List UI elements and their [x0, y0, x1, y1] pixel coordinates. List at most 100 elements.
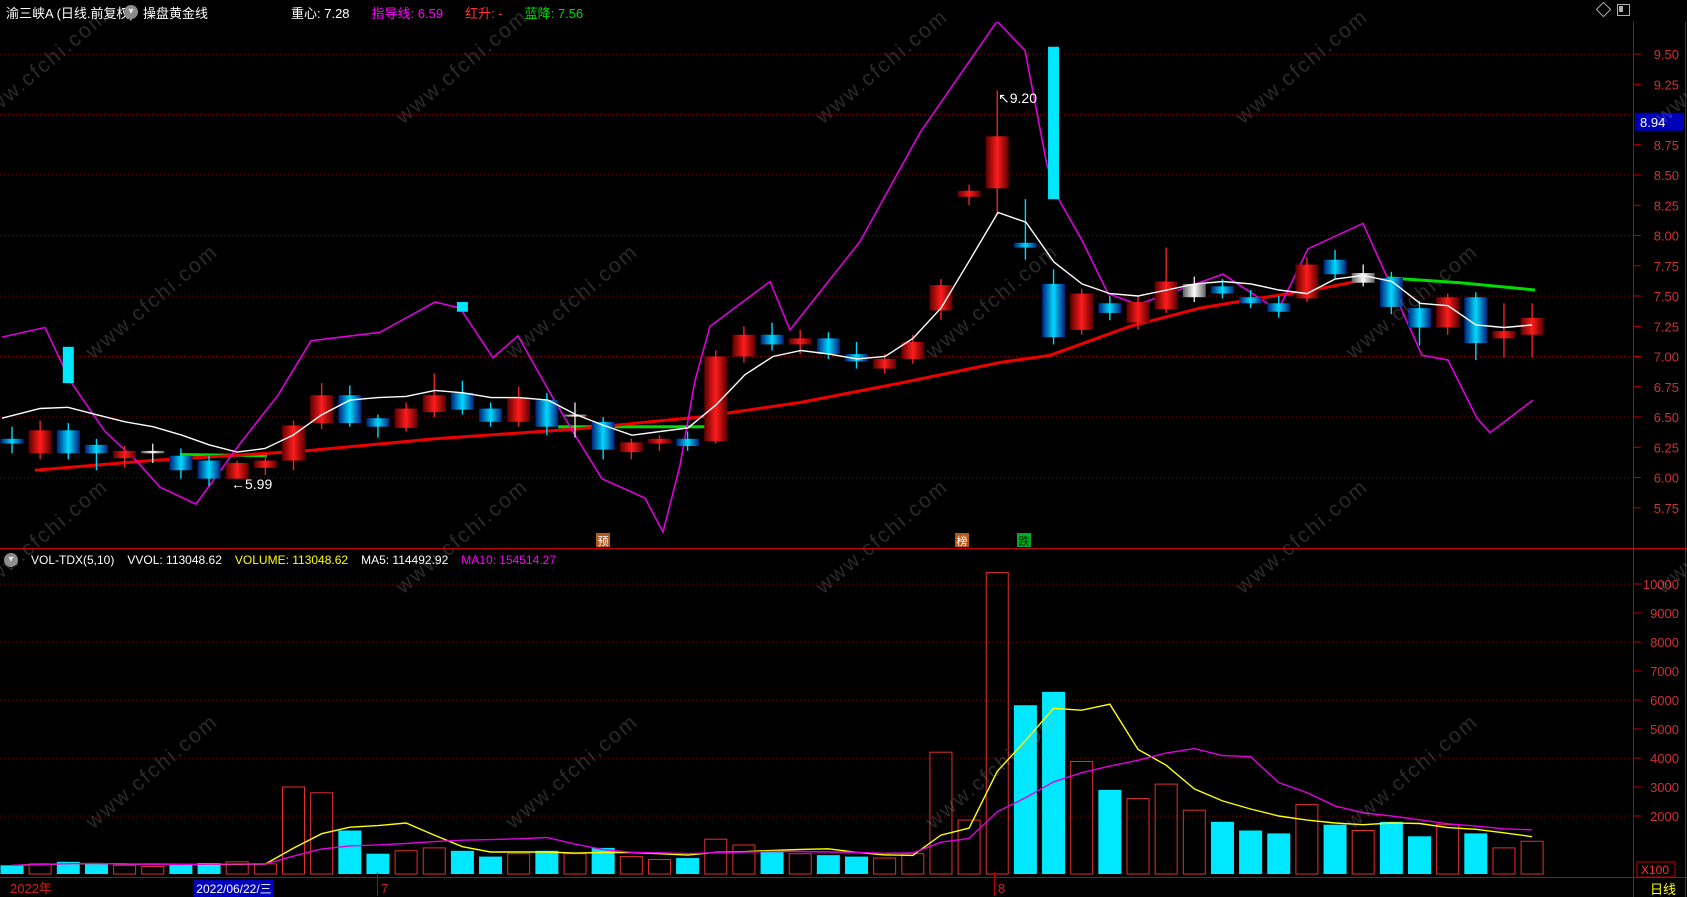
candle[interactable] [1267, 296, 1291, 318]
candle[interactable] [1239, 289, 1263, 309]
volume-bar-up[interactable] [422, 847, 446, 875]
volume-bar-down[interactable] [1210, 821, 1234, 874]
candle[interactable] [957, 184, 981, 206]
volume-bar-up[interactable] [704, 838, 728, 875]
volume-bar-up[interactable] [1070, 760, 1094, 875]
volume-bar-up[interactable] [1351, 830, 1375, 875]
candle[interactable] [760, 322, 784, 351]
candle[interactable] [1408, 300, 1431, 346]
candle[interactable] [1436, 293, 1460, 335]
volume-bar-down[interactable] [676, 858, 700, 874]
volume-bar-up[interactable] [1492, 847, 1516, 875]
candle[interactable] [1520, 303, 1544, 358]
candle[interactable] [1126, 296, 1150, 330]
candle[interactable] [225, 460, 249, 479]
time-axis-bar[interactable]: 2022年 2022/06/22/三 7 8 日线 [10, 872, 1676, 897]
candle[interactable] [394, 402, 418, 432]
volume-bar-down[interactable] [338, 830, 362, 875]
volume-bar-down[interactable] [169, 864, 193, 874]
indicator-dropdown-icon[interactable]: ▾ [124, 3, 138, 19]
candle[interactable] [619, 438, 643, 460]
volume-bar-down[interactable] [56, 861, 80, 874]
candle[interactable] [647, 435, 671, 451]
volume-bar-down[interactable] [1464, 833, 1488, 874]
volume-bar-up[interactable] [957, 819, 981, 875]
volume-bar-down[interactable] [1098, 789, 1122, 874]
candle[interactable] [338, 385, 362, 427]
candle[interactable] [1098, 296, 1122, 321]
volume-bar-down[interactable] [1267, 833, 1291, 874]
candle[interactable] [310, 383, 334, 430]
volume-bar-up[interactable] [507, 853, 531, 875]
volume-bar-up[interactable] [1295, 803, 1319, 875]
volume-bar-down[interactable] [197, 862, 221, 874]
volume-bar-up[interactable] [563, 853, 587, 875]
candle[interactable] [1013, 199, 1037, 260]
candle[interactable] [591, 417, 615, 460]
candle[interactable] [507, 386, 531, 427]
volume-bar-up[interactable] [1436, 824, 1460, 875]
candle[interactable] [845, 341, 868, 369]
volume-bar-up[interactable] [1520, 840, 1544, 875]
candle[interactable] [1210, 279, 1234, 299]
volume-bar-down[interactable] [535, 850, 559, 874]
candle[interactable] [1154, 247, 1178, 313]
candle[interactable] [1042, 269, 1066, 345]
volume-bar-down[interactable] [450, 850, 474, 874]
volume-bar-down[interactable] [1042, 691, 1066, 874]
candle[interactable] [873, 354, 897, 374]
volume-bar-up[interactable] [985, 571, 1009, 875]
volume-bar-down[interactable] [816, 855, 840, 874]
volume-bar-down[interactable] [1408, 836, 1431, 874]
volume-bar-down[interactable] [1239, 830, 1263, 875]
volume-bar-up[interactable] [732, 844, 756, 875]
volume-bar-up[interactable] [1126, 798, 1150, 875]
volume-pane[interactable] [0, 571, 1544, 875]
candle[interactable] [901, 334, 925, 364]
candle[interactable] [366, 414, 390, 438]
volume-bar-up[interactable] [113, 864, 137, 875]
candle[interactable] [1492, 303, 1516, 358]
candle[interactable] [141, 443, 165, 463]
candle[interactable] [0, 426, 24, 454]
volume-bar-down[interactable] [1323, 824, 1347, 874]
volume-bar-up[interactable] [225, 861, 249, 875]
volume-bar-down[interactable] [1379, 821, 1403, 874]
candle[interactable] [676, 431, 700, 451]
right-axis[interactable]: 9.50 9.25 8.75 8.50 8.25 8.00 7.75 7.50 7.25 7.00… [1634, 47, 1684, 878]
candle-pane[interactable]: ←5.99 ↖9.20 [0, 21, 1544, 535]
volume-bar-up[interactable] [1154, 783, 1178, 875]
volume-bar-down[interactable] [845, 856, 868, 874]
volume-bar-up[interactable] [253, 863, 277, 875]
volume-indicator-dropdown-icon[interactable]: ▾ [4, 552, 18, 567]
candle[interactable] [113, 446, 137, 468]
volume-bar-up[interactable] [873, 857, 897, 875]
candle[interactable] [1182, 276, 1206, 303]
candle[interactable] [1379, 271, 1403, 315]
volume-bar-up[interactable] [28, 863, 52, 875]
volume-bar-down[interactable] [479, 856, 503, 874]
volume-bar-up[interactable] [647, 859, 671, 875]
volume-bar-up[interactable] [788, 853, 812, 875]
candle[interactable] [1464, 292, 1488, 361]
candle[interactable] [563, 402, 587, 438]
candle[interactable] [1070, 288, 1094, 335]
candle[interactable] [1295, 257, 1319, 303]
volume-bar-down[interactable] [0, 865, 24, 874]
candle[interactable] [56, 423, 80, 460]
volume-bar-up[interactable] [901, 853, 925, 875]
volume-bar-up[interactable] [1182, 809, 1206, 875]
candle[interactable] [422, 373, 446, 417]
candle[interactable] [197, 455, 221, 486]
volume-bar-up[interactable] [929, 751, 953, 875]
candle[interactable] [985, 90, 1009, 214]
volume-bar-down[interactable] [84, 863, 108, 874]
candle[interactable] [732, 326, 756, 363]
candle[interactable] [253, 455, 277, 476]
restore-window-icon[interactable] [1617, 4, 1630, 16]
candle[interactable] [84, 438, 108, 471]
candle[interactable] [929, 279, 953, 321]
candle[interactable] [450, 380, 474, 415]
candle[interactable] [1323, 250, 1347, 280]
candle[interactable] [169, 448, 193, 479]
